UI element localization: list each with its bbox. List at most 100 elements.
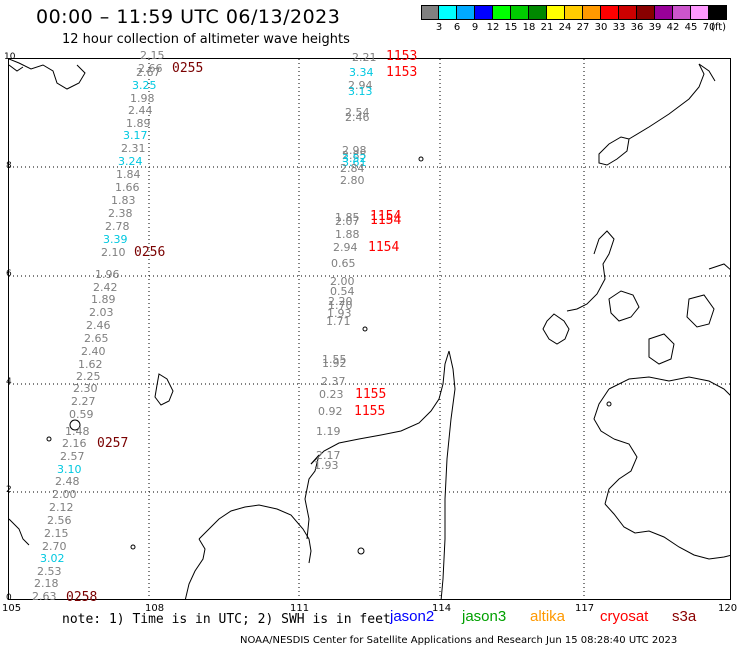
satellite-legend-cryosat: cryosat bbox=[600, 608, 649, 625]
wave-height-value: 2.00 bbox=[330, 275, 355, 288]
scale-swatch bbox=[547, 5, 565, 20]
wave-height-value: 2.44 bbox=[128, 104, 153, 117]
wave-height-value: 2.15 bbox=[140, 49, 165, 62]
scale-swatch bbox=[511, 5, 529, 20]
map-subtitle: 12 hour collection of altimeter wave hei… bbox=[62, 32, 350, 47]
wave-height-value: 3.24 bbox=[118, 155, 143, 168]
scale-swatch bbox=[655, 5, 673, 20]
scale-tick-label: 42 bbox=[666, 22, 680, 33]
lon-label-108: 108 bbox=[145, 603, 165, 614]
scale-tick-label: 12 bbox=[486, 22, 500, 33]
wave-height-value: 1.19 bbox=[316, 425, 341, 438]
wave-height-value: 2.46 bbox=[86, 319, 111, 332]
scale-tick-label: 9 bbox=[471, 22, 479, 33]
scale-swatch bbox=[583, 5, 601, 20]
satellite-legend-s3a: s3a bbox=[672, 608, 697, 625]
wave-height-value: 2.54 bbox=[345, 106, 370, 119]
pass-time-label: 0256 bbox=[134, 245, 166, 260]
wave-height-value: 1.71 bbox=[326, 315, 351, 328]
pass-time-label: 1154 bbox=[370, 209, 402, 224]
pass-time-label: 1155 bbox=[355, 387, 387, 402]
wave-height-value: 1.89 bbox=[126, 117, 151, 130]
scale-swatch bbox=[601, 5, 619, 20]
scale-tick-label: 27 bbox=[576, 22, 590, 33]
scale-swatch bbox=[493, 5, 511, 20]
wave-height-value: 2.16 bbox=[62, 437, 87, 450]
wave-height-value: 2.78 bbox=[105, 220, 130, 233]
scale-swatch bbox=[475, 5, 493, 20]
satellite-legend-jason3: jason3 bbox=[462, 608, 507, 625]
scale-tick-label: 33 bbox=[612, 22, 626, 33]
wave-height-value: 0.54 bbox=[330, 285, 355, 298]
scale-swatch bbox=[565, 5, 583, 20]
scale-swatch bbox=[691, 5, 709, 20]
wave-height-value: 2.18 bbox=[34, 577, 59, 590]
scale-tick-label: 30 bbox=[594, 22, 608, 33]
wave-height-value: 3.10 bbox=[57, 463, 82, 476]
satellite-legend-jason2: jason2 bbox=[390, 608, 435, 625]
scale-unit-label: (ft) bbox=[711, 22, 727, 33]
lon-label-114: 114 bbox=[432, 603, 452, 614]
wave-height-value: 2.63 bbox=[32, 590, 57, 603]
wave-height-value: 1.98 bbox=[130, 92, 155, 105]
pass-time-label: 1155 bbox=[354, 404, 386, 419]
wave-height-value: 2.57 bbox=[60, 450, 85, 463]
wave-height-value: 2.94 bbox=[333, 241, 358, 254]
wave-height-value: 1.96 bbox=[95, 268, 120, 281]
wave-height-value: 2.80 bbox=[340, 174, 365, 187]
wave-height-value: 1.89 bbox=[91, 293, 116, 306]
wave-height-value: 2.21 bbox=[352, 51, 377, 64]
map-frame bbox=[8, 58, 731, 600]
wave-height-value: 3.52 bbox=[342, 152, 367, 165]
coastline-map bbox=[9, 59, 730, 599]
scale-tick-label: 15 bbox=[504, 22, 518, 33]
pass-time-label: 0257 bbox=[97, 436, 129, 451]
wave-height-value: 1.85 bbox=[335, 211, 360, 224]
wave-height-value: 2.31 bbox=[121, 142, 146, 155]
lat-label-0: 0 bbox=[6, 593, 12, 603]
wave-height-value: 2.66 bbox=[138, 62, 163, 75]
scale-tick-label: 36 bbox=[630, 22, 644, 33]
map-title: 00:00 – 11:59 UTC 06/13/2023 bbox=[36, 6, 341, 28]
scale-tick-label: 70 bbox=[702, 22, 716, 33]
pass-time-label: 1154 bbox=[370, 213, 402, 228]
coastlines bbox=[9, 59, 730, 599]
wave-height-value: 1.62 bbox=[78, 358, 103, 371]
scale-tick-label: 18 bbox=[522, 22, 536, 33]
wave-height-value: 1.92 bbox=[322, 357, 347, 370]
wave-height-value: 2.67 bbox=[136, 66, 161, 79]
wave-height-value: 2.53 bbox=[37, 565, 62, 578]
wave-height-value: 3.25 bbox=[132, 79, 157, 92]
wave-height-value: 0.65 bbox=[331, 257, 356, 270]
pass-time-label: 0258 bbox=[66, 590, 98, 605]
scale-tick-label: 24 bbox=[558, 22, 572, 33]
lat-label-10: 10 bbox=[4, 52, 16, 62]
wave-height-value: 2.46 bbox=[345, 111, 370, 124]
pass-time-label: 1154 bbox=[368, 240, 400, 255]
scale-swatch bbox=[439, 5, 457, 20]
wave-height-value: 1.66 bbox=[115, 181, 140, 194]
pass-time-label: 1153 bbox=[386, 49, 418, 64]
scale-swatch bbox=[457, 5, 475, 20]
footer-note: note: 1) Time is in UTC; 2) SWH is in fe… bbox=[62, 612, 391, 627]
lat-label-8: 8 bbox=[6, 161, 12, 171]
lon-label-111: 111 bbox=[290, 603, 310, 614]
lon-label-105: 105 bbox=[2, 603, 22, 614]
wave-height-value: 3.13 bbox=[348, 85, 373, 98]
wave-height-value: 2.84 bbox=[340, 162, 365, 175]
scale-tick-label: 39 bbox=[648, 22, 662, 33]
wave-height-value: 1.83 bbox=[111, 194, 136, 207]
scale-tick-label: 6 bbox=[453, 22, 461, 33]
wave-height-value: 3.17 bbox=[123, 129, 148, 142]
wave-height-value: 1.70 bbox=[328, 299, 353, 312]
wave-height-value: 3.34 bbox=[349, 66, 374, 79]
wave-height-value: 3.61 bbox=[342, 156, 367, 169]
wave-height-value: 2.15 bbox=[44, 527, 69, 540]
pass-time-label: 1153 bbox=[386, 65, 418, 80]
wave-height-value: 2.98 bbox=[342, 144, 367, 157]
wave-height-value: 2.48 bbox=[55, 475, 80, 488]
lat-label-2: 2 bbox=[6, 485, 12, 495]
wave-height-value: 1.88 bbox=[335, 228, 360, 241]
wave-height-value: 1.93 bbox=[314, 459, 339, 472]
wave-height-value: 1.84 bbox=[116, 168, 141, 181]
